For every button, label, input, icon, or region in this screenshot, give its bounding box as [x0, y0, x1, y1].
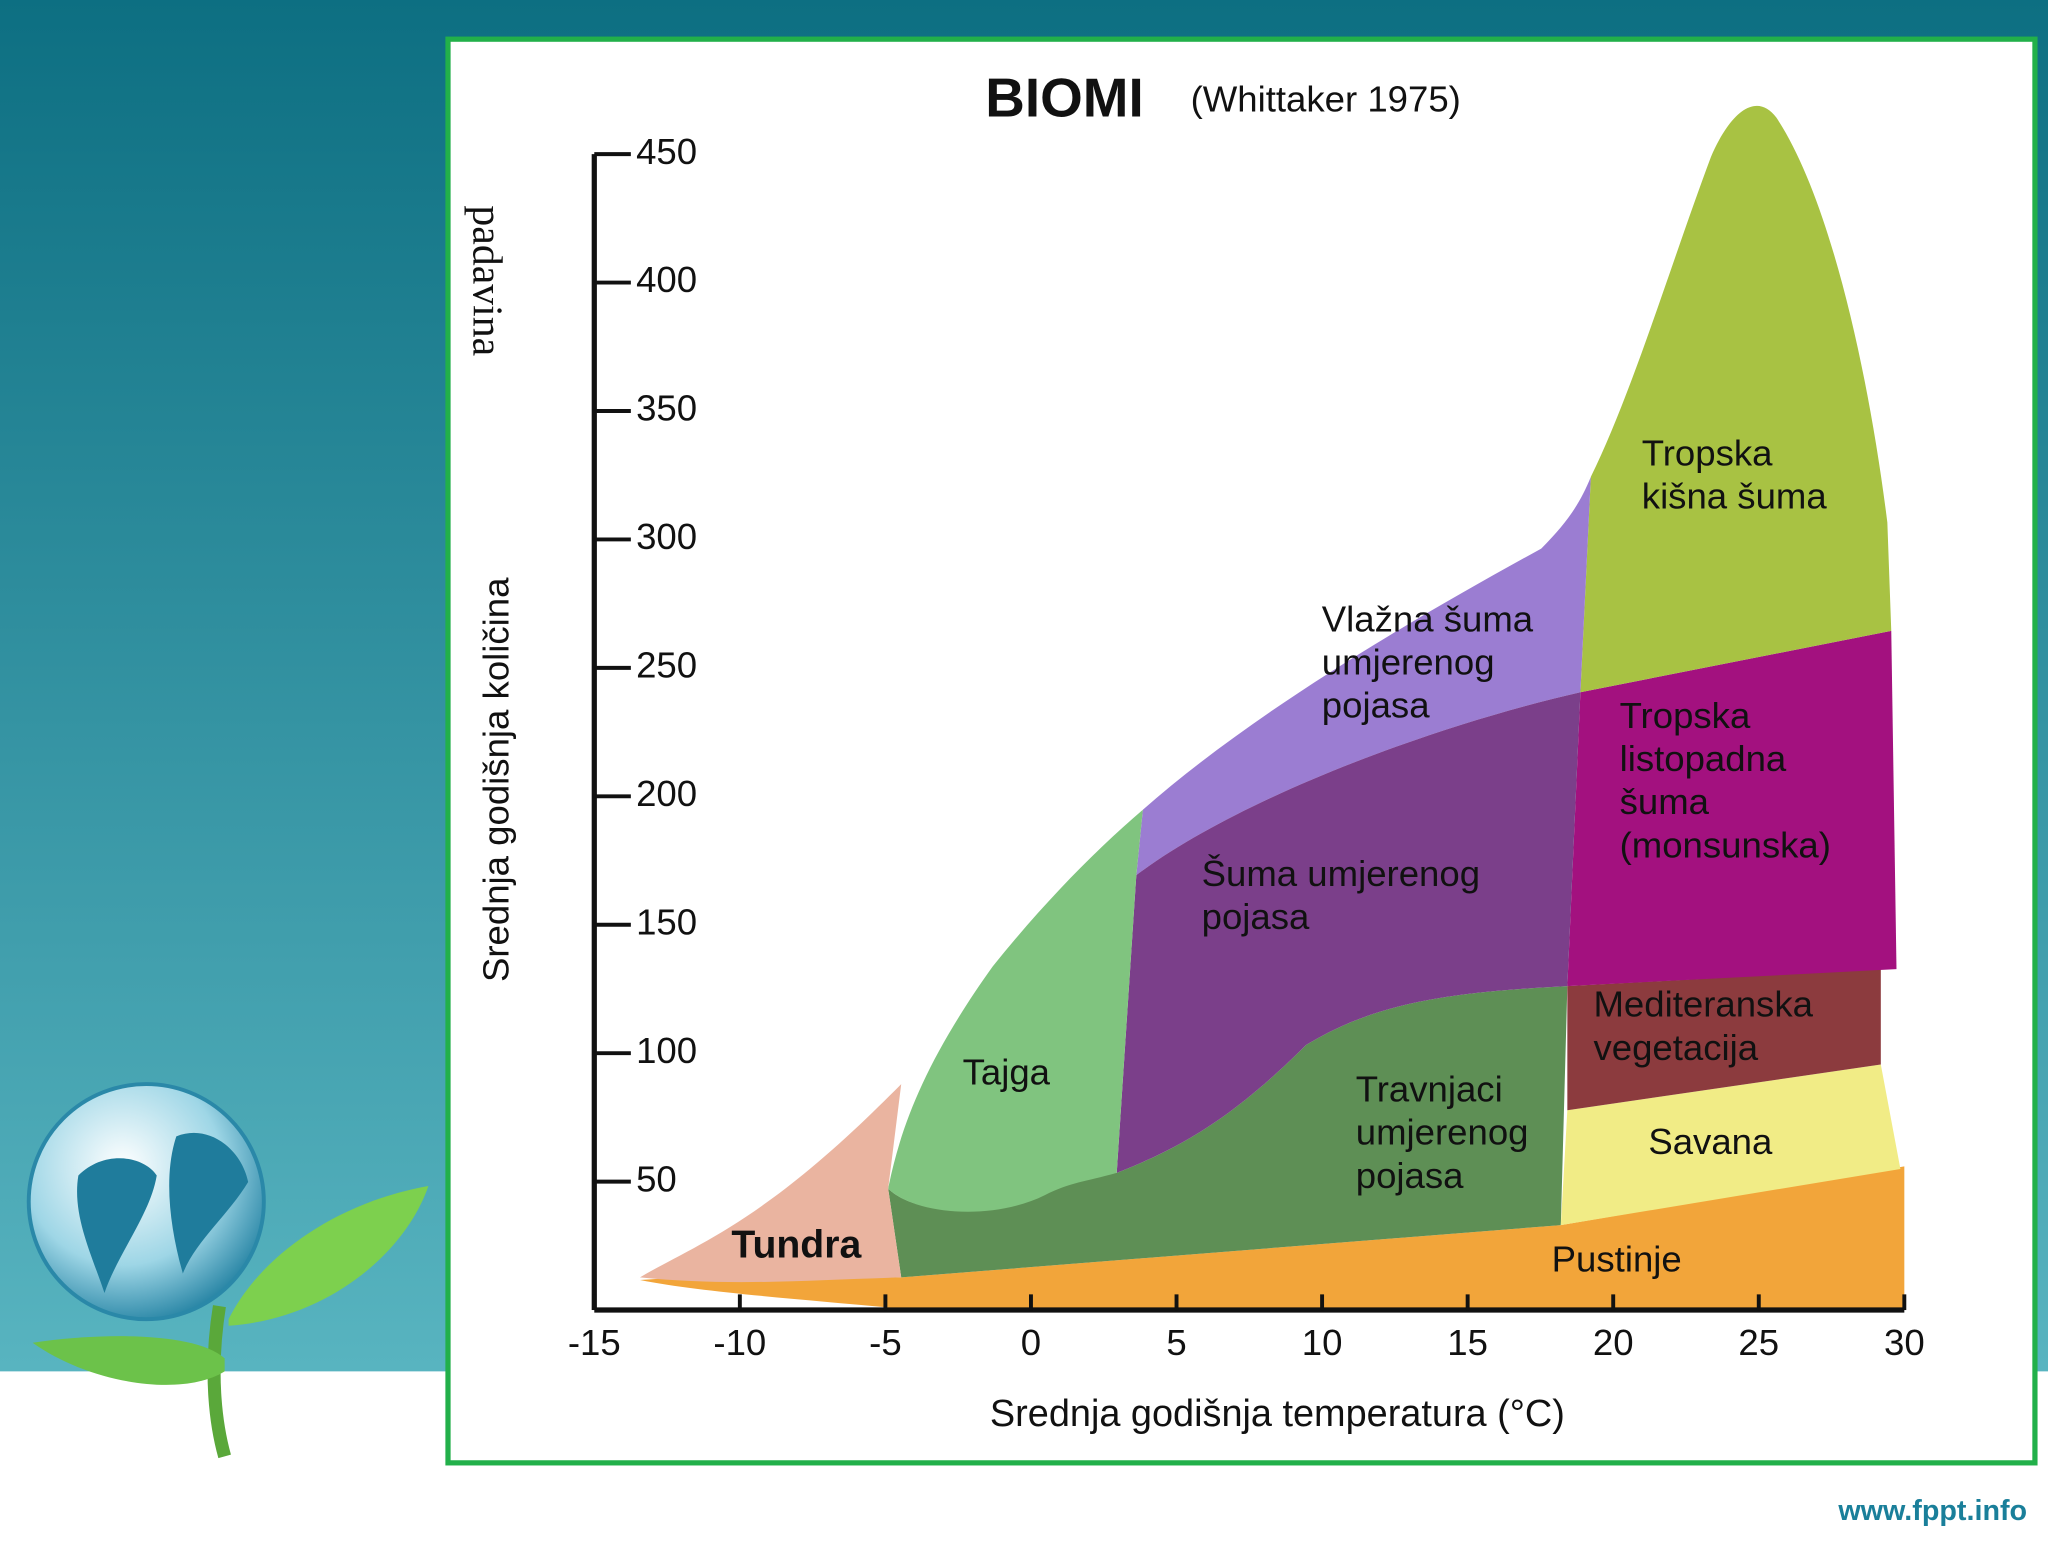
biome-region — [640, 1084, 902, 1283]
biome-region — [640, 1166, 1905, 1311]
biome-region — [1560, 1064, 1901, 1226]
region-label: umjerenog — [1356, 1112, 1529, 1153]
region-label: pojasa — [1322, 685, 1430, 726]
y-tick-label: 350 — [636, 388, 697, 429]
y-axis-label: padavina — [464, 205, 510, 356]
region-label: vegetacija — [1593, 1027, 1758, 1068]
biome-region — [1580, 105, 1892, 693]
region-label: pojasa — [1202, 896, 1310, 937]
x-tick-label: 10 — [1302, 1322, 1343, 1363]
region-label: (monsunska) — [1620, 824, 1831, 865]
biome-region — [1567, 969, 1881, 1111]
region-label: kišna šuma — [1642, 476, 1828, 517]
x-tick-label: -15 — [568, 1322, 621, 1363]
y-tick-label: 400 — [636, 259, 697, 300]
region-label: Tropska — [1642, 432, 1773, 473]
region-label: Šuma umjerenog — [1202, 853, 1480, 894]
region-label: listopadna — [1620, 738, 1787, 779]
region-label: Tropska — [1620, 695, 1751, 736]
y-tick-label: 100 — [636, 1030, 697, 1071]
region-label: Pustinje — [1552, 1238, 1682, 1279]
x-tick-label: 20 — [1593, 1322, 1634, 1363]
region-label: Travnjaci — [1356, 1069, 1503, 1110]
x-tick-label: 30 — [1884, 1322, 1925, 1363]
region-label: Tajga — [963, 1052, 1051, 1093]
region-label: Tundra — [731, 1224, 862, 1267]
biome-regions — [640, 105, 1905, 1311]
region-label: Mediteranska — [1593, 984, 1813, 1025]
logo — [26, 1082, 429, 1459]
region-label: umjerenog — [1322, 641, 1495, 682]
x-tick-label: -10 — [713, 1322, 766, 1363]
x-tick-label: 0 — [1021, 1322, 1041, 1363]
y-tick-label: 300 — [636, 516, 697, 557]
chart-subtitle: (Whittaker 1975) — [1191, 79, 1461, 120]
region-label: šuma — [1620, 781, 1710, 822]
region-label: Vlažna šuma — [1322, 598, 1534, 639]
x-tick-label: 5 — [1166, 1322, 1186, 1363]
biome-region — [1567, 630, 1897, 987]
biome-region — [1136, 476, 1591, 876]
y-tick-label: 50 — [636, 1158, 677, 1199]
y-tick-label: 250 — [636, 645, 697, 686]
region-label: Savana — [1648, 1121, 1773, 1162]
x-tick-label: -5 — [869, 1322, 902, 1363]
x-tick-label: 25 — [1738, 1322, 1779, 1363]
biome-region — [888, 809, 1143, 1212]
biome-region — [1116, 692, 1581, 1173]
region-label: pojasa — [1356, 1155, 1464, 1196]
chart-title: BIOMI — [985, 66, 1143, 128]
biome-region — [888, 986, 1568, 1278]
y-axis-label: Srednja godišnja količina — [476, 577, 517, 982]
y-tick-label: 200 — [636, 773, 697, 814]
x-axis-label: Srednja godišnja temperatura (°C) — [990, 1393, 1565, 1435]
x-tick-label: 15 — [1447, 1322, 1488, 1363]
footer: www.fppt.info — [1837, 1495, 2027, 1527]
y-tick-label: 150 — [636, 901, 697, 942]
y-tick-label: 450 — [636, 131, 697, 172]
